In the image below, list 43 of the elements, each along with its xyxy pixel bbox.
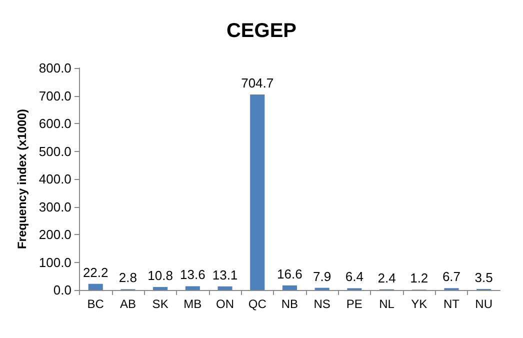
y-tick-label: 700.0	[38, 88, 72, 104]
x-tick-label: BC	[87, 297, 104, 311]
data-label: 3.5	[474, 270, 493, 286]
data-label: 2.4	[378, 270, 396, 286]
y-tick-label: 200.0	[38, 227, 72, 242]
bar	[153, 287, 168, 290]
data-label: 2.8	[118, 270, 137, 286]
x-tick-label: AB	[120, 297, 136, 311]
data-label: 6.7	[442, 269, 461, 284]
data-label: 1.2	[410, 270, 428, 286]
x-tick-label: NU	[475, 297, 492, 311]
bar	[282, 285, 297, 290]
y-axis-title: Frequency index (x1000)	[15, 108, 29, 250]
data-label: 16.6	[277, 266, 302, 282]
y-tick-label: 400.0	[38, 172, 72, 186]
x-tick-label: SK	[152, 297, 168, 311]
y-tick-label: 500.0	[38, 144, 72, 159]
x-tick-label: YK	[411, 297, 428, 311]
y-tick-label: 600.0	[38, 116, 72, 131]
x-tick-label: QC	[248, 297, 267, 311]
data-label: 7.9	[313, 268, 332, 284]
data-label: 22.2	[82, 264, 108, 280]
x-tick-label: NS	[314, 297, 330, 311]
x-tick-label: PE	[346, 297, 362, 311]
bar	[250, 94, 265, 290]
bar	[218, 286, 232, 290]
y-tick-label: 0.0	[53, 282, 72, 298]
data-label: 13.6	[180, 267, 206, 282]
data-label: 10.8	[148, 268, 173, 284]
x-tick-label: NT	[443, 297, 460, 311]
x-tick-label: NB	[281, 297, 298, 311]
x-tick-label: NL	[379, 297, 395, 311]
x-tick-label: ON	[216, 297, 234, 311]
data-label: 6.4	[345, 269, 364, 284]
data-label: 13.1	[212, 267, 238, 282]
y-tick-label: 300.0	[38, 199, 72, 214]
x-tick-label: MB	[184, 297, 202, 311]
bar	[88, 284, 103, 290]
data-label: 704.7	[241, 75, 274, 90]
bar	[185, 286, 200, 290]
y-tick-label: 100.0	[38, 254, 72, 270]
chart-title: CEGEP	[226, 20, 297, 42]
y-tick-label: 800.0	[38, 60, 72, 76]
